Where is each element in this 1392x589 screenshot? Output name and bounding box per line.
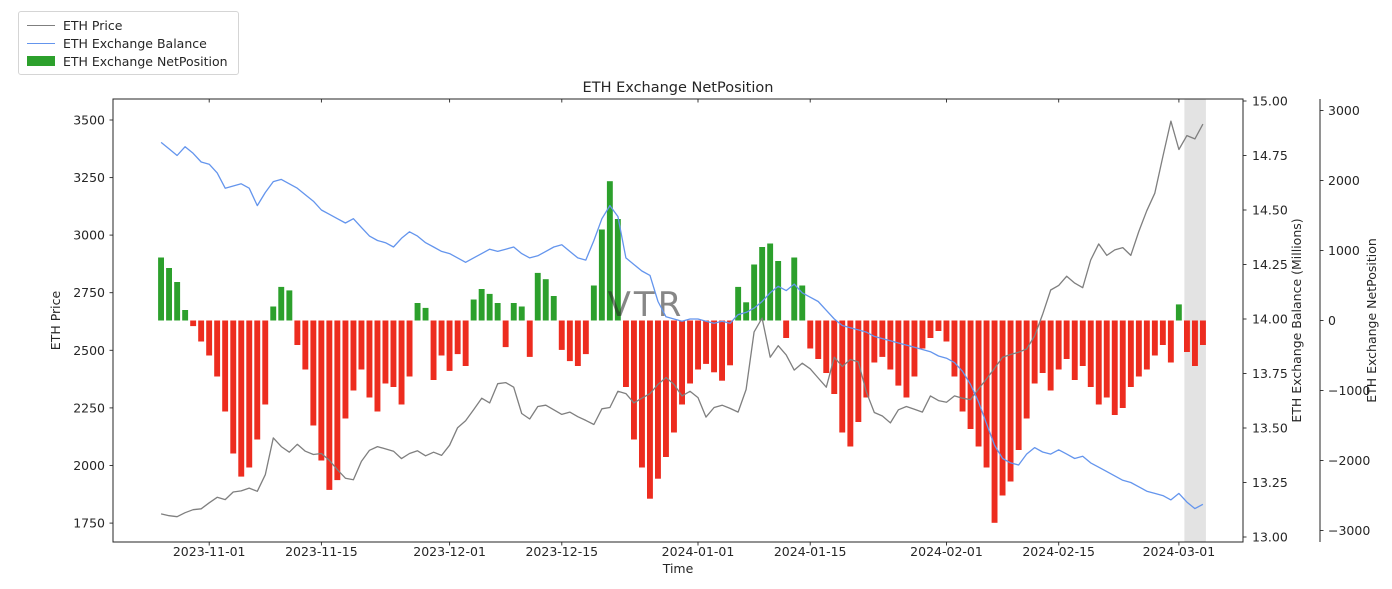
svg-text:2024-01-01: 2024-01-01: [662, 544, 735, 559]
eth-price-line: [160, 120, 1204, 518]
svg-text:13.50: 13.50: [1252, 421, 1288, 436]
svg-text:0: 0: [1328, 313, 1336, 328]
eth-exchange-balance-line: [160, 141, 1204, 510]
svg-text:3000: 3000: [1328, 103, 1360, 118]
eth-price-line-swatch: [27, 24, 55, 26]
legend-label: ETH Exchange Balance: [63, 35, 207, 51]
legend: ETH Price ETH Exchange Balance ETH Excha…: [18, 11, 239, 75]
svg-text:2023-12-15: 2023-12-15: [525, 544, 598, 559]
svg-text:1000: 1000: [1328, 243, 1360, 258]
eth-netposition-patch-swatch: [27, 56, 55, 66]
svg-text:−2000: −2000: [1328, 453, 1370, 468]
svg-text:2250: 2250: [73, 400, 105, 415]
watermark-text: VTR: [608, 285, 685, 325]
plot-border: [112, 98, 1244, 543]
legend-label: ETH Exchange NetPosition: [63, 53, 228, 69]
svg-text:2000: 2000: [1328, 173, 1360, 188]
eth-balance-line-swatch: [27, 42, 55, 44]
svg-text:−1000: −1000: [1328, 383, 1370, 398]
netposition-bars: [158, 181, 1206, 523]
svg-text:3500: 3500: [73, 113, 105, 128]
svg-text:14.75: 14.75: [1252, 148, 1288, 163]
legend-label: ETH Price: [63, 17, 123, 33]
legend-item-eth-price: ETH Price: [27, 17, 228, 33]
svg-text:14.25: 14.25: [1252, 257, 1288, 272]
y-axis-label-netposition: ETH Exchange NetPosition: [1364, 238, 1379, 403]
svg-text:13.00: 13.00: [1252, 530, 1288, 545]
axis-tick-labels: 2023-11-01 2023-11-15 2023-12-01 2023-12-15…: [73, 94, 1370, 577]
chart-title: ETH Exchange NetPosition: [582, 80, 774, 96]
legend-item-eth-exchange-netposition: ETH Exchange NetPosition: [27, 53, 228, 69]
svg-text:2000: 2000: [73, 458, 105, 473]
svg-text:2024-02-01: 2024-02-01: [910, 544, 983, 559]
svg-text:14.00: 14.00: [1252, 312, 1288, 327]
svg-text:2024-02-15: 2024-02-15: [1022, 544, 1095, 559]
y-axis-label-balance: ETH Exchange Balance (Millions): [1289, 218, 1304, 422]
svg-text:2023-11-15: 2023-11-15: [285, 544, 358, 559]
svg-text:13.75: 13.75: [1252, 366, 1288, 381]
svg-text:1750: 1750: [73, 516, 105, 531]
svg-text:13.25: 13.25: [1252, 475, 1288, 490]
svg-text:Time: Time: [662, 561, 694, 576]
svg-text:2024-01-15: 2024-01-15: [774, 544, 847, 559]
svg-text:14.50: 14.50: [1252, 203, 1288, 218]
legend-item-eth-exchange-balance: ETH Exchange Balance: [27, 35, 228, 51]
svg-text:15.00: 15.00: [1252, 94, 1288, 109]
svg-text:2024-03-01: 2024-03-01: [1143, 544, 1216, 559]
svg-text:2500: 2500: [73, 343, 105, 358]
y-axis-label-price: ETH Price: [48, 290, 63, 350]
svg-text:2023-11-01: 2023-11-01: [173, 544, 246, 559]
svg-text:2023-12-01: 2023-12-01: [413, 544, 486, 559]
axis-ticks: [109, 99, 1324, 546]
svg-text:3000: 3000: [73, 228, 105, 243]
svg-text:−3000: −3000: [1328, 523, 1370, 538]
svg-text:3250: 3250: [73, 170, 105, 185]
svg-text:2750: 2750: [73, 285, 105, 300]
